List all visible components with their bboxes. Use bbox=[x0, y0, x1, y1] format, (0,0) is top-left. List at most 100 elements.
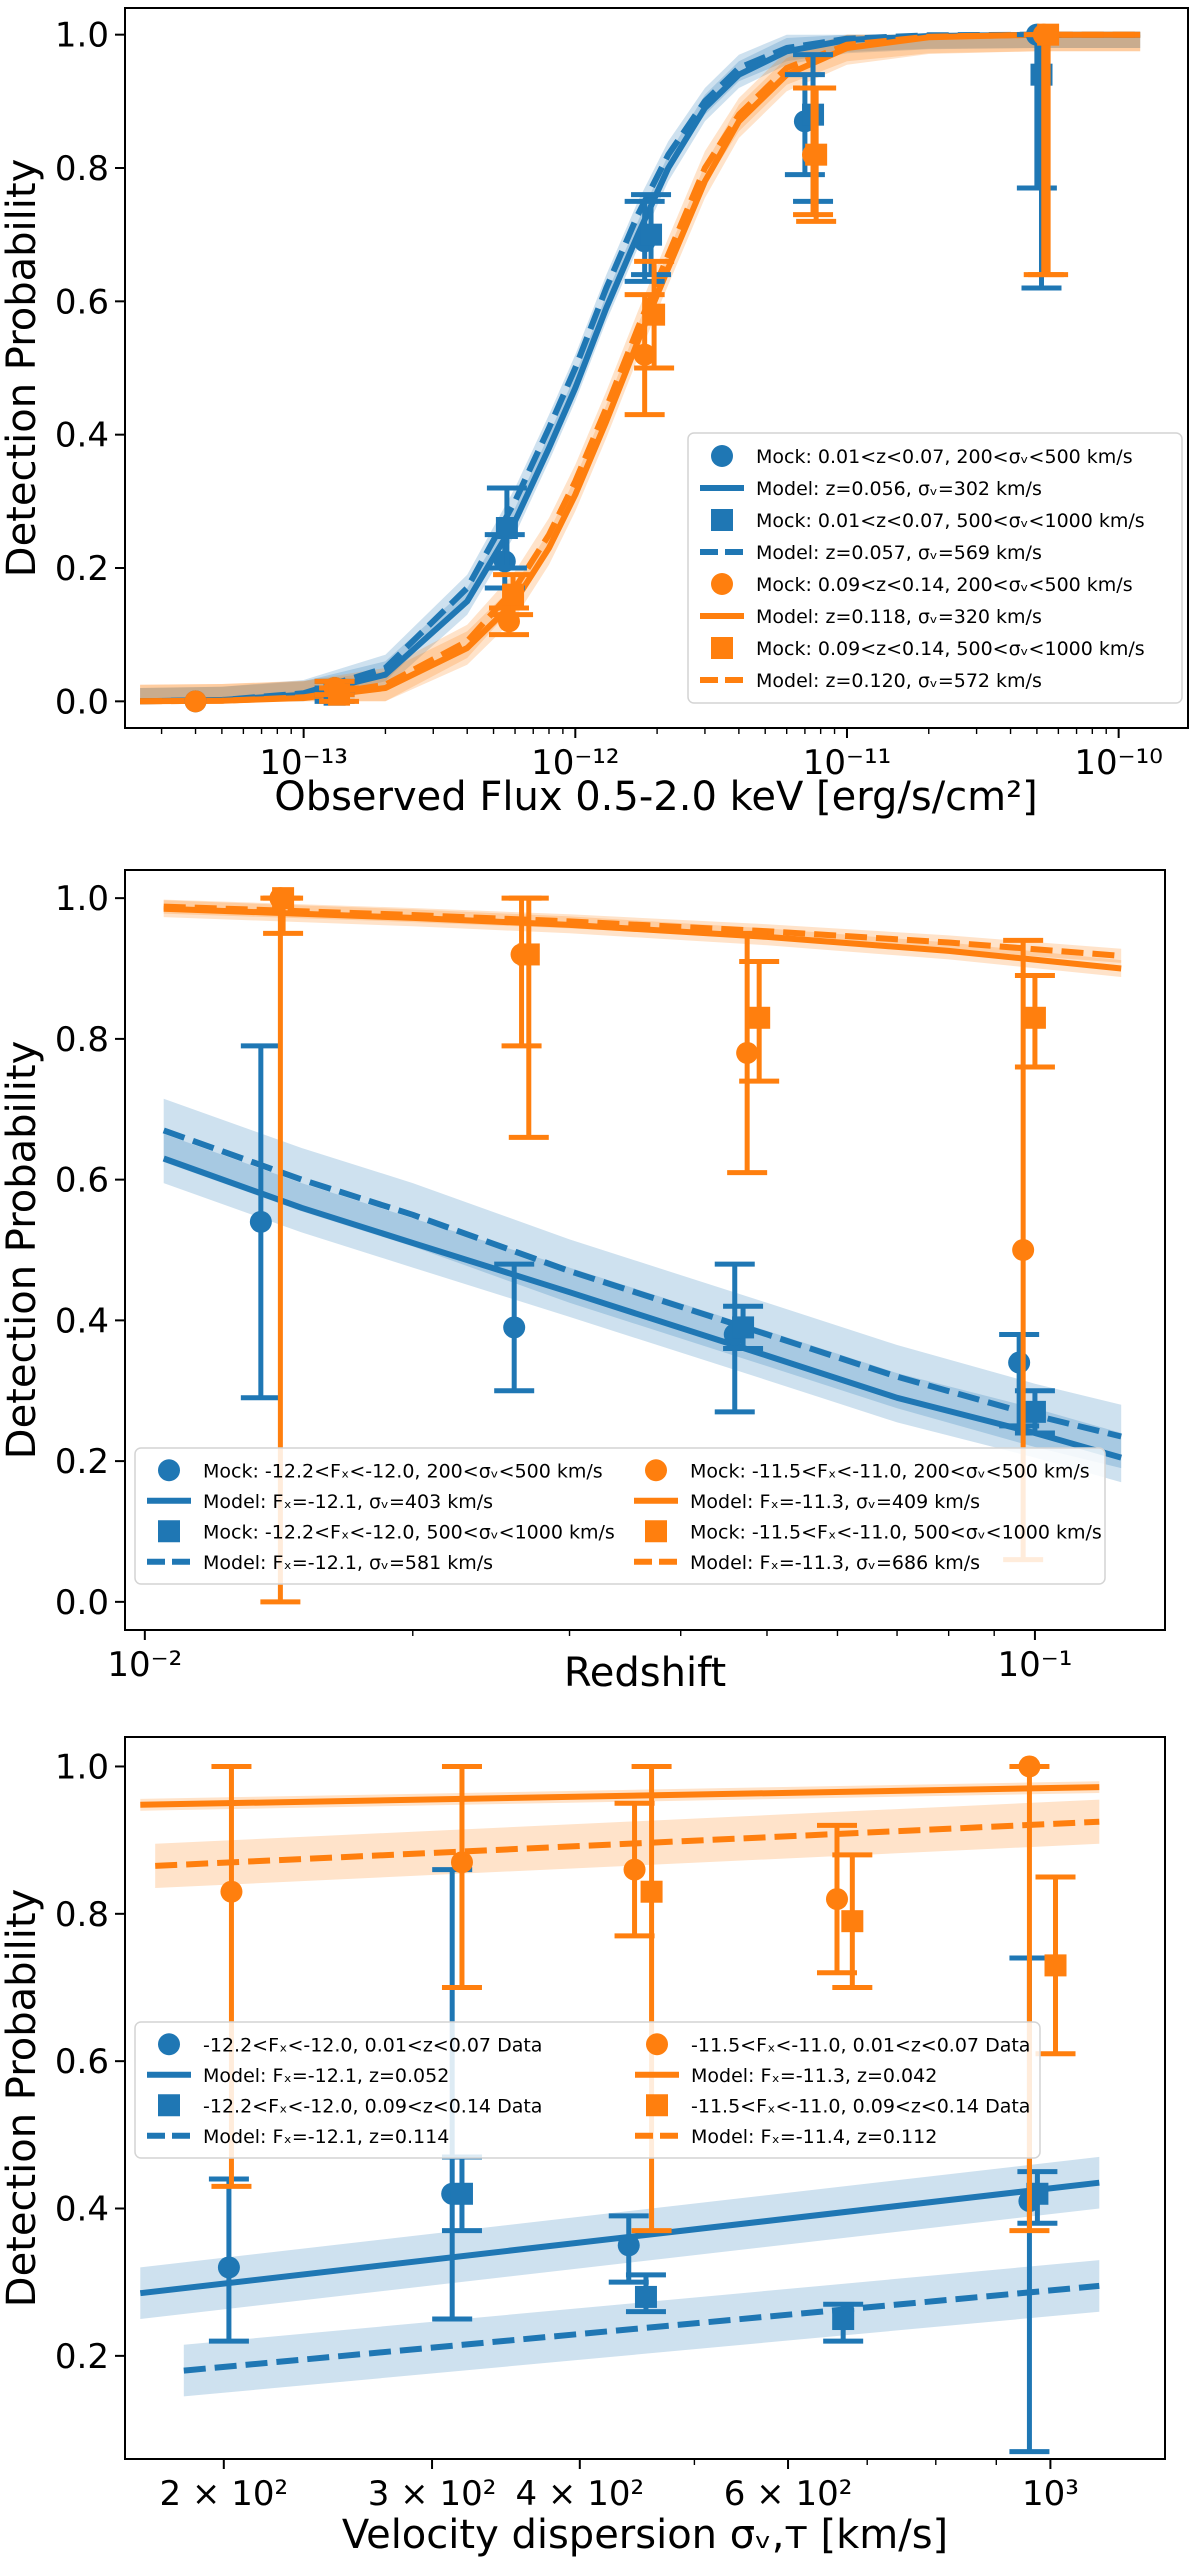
ytick-label-velocity-4: 1.0 bbox=[55, 1747, 109, 1787]
legend-item-flux-4: Mock: 0.09<z<0.14, 200<σᵥ<500 km/s bbox=[711, 573, 1133, 596]
ytick-label-redshift-0: 0.0 bbox=[55, 1583, 109, 1623]
legend-item-redshift-5: Model: Fₓ=-11.3, σᵥ=409 km/s bbox=[634, 1491, 980, 1513]
datapoint-redshift-0-0 bbox=[240, 1043, 281, 1401]
datapoint-redshift-2-0 bbox=[723, 1303, 764, 1352]
legend-label-flux-5: Model: z=0.118, σᵥ=320 km/s bbox=[756, 606, 1042, 628]
legend-velocity: -12.2<Fₓ<-12.0, 0.01<z<0.07 Data Model: F… bbox=[134, 2021, 1041, 2159]
ylabel-velocity: Detection Probability bbox=[0, 1889, 45, 2307]
model-line-velocity-5 bbox=[140, 1784, 1100, 1808]
legend-item-velocity-4: -11.5<Fₓ<-11.0, 0.01<z<0.07 Data bbox=[646, 2033, 1030, 2056]
model-line-redshift-3 bbox=[162, 1127, 1122, 1440]
datapoint-velocity-6-2 bbox=[1035, 1874, 1076, 2057]
legend-label-velocity-5: Model: Fₓ=-11.3, z=0.042 bbox=[691, 2065, 937, 2087]
ytick-label-redshift-1: 0.2 bbox=[55, 1442, 109, 1482]
legend-item-redshift-4: Mock: -11.5<Fₓ<-11.0, 200<σᵥ<500 km/s bbox=[645, 1459, 1090, 1482]
datapoint-flux-6-2 bbox=[634, 258, 675, 371]
legend-label-flux-3: Model: z=0.057, σᵥ=569 km/s bbox=[756, 542, 1042, 564]
ylabel-flux: Detection Probability bbox=[0, 159, 45, 577]
datapoint-velocity-6-1 bbox=[832, 1852, 873, 1990]
xtick-label-velocity-4: 10³ bbox=[1022, 2474, 1079, 2514]
ytick-label-redshift-4: 0.8 bbox=[55, 1020, 109, 1060]
datapoint-velocity-0-2 bbox=[608, 2213, 649, 2285]
xlabel-flux: Observed Flux 0.5-2.0 keV [erg/s/cm²] bbox=[274, 774, 1038, 820]
band-redshift-3 bbox=[163, 1098, 1122, 1469]
legend-item-redshift-6: Mock: -11.5<Fₓ<-11.0, 500<σᵥ<1000 km/s bbox=[645, 1520, 1102, 1543]
legend-item-velocity-6: -11.5<Fₓ<-11.0, 0.09<z<0.14 Data bbox=[646, 2094, 1030, 2117]
datapoint-redshift-6-2 bbox=[739, 958, 780, 1084]
xtick-label-velocity-3: 6 × 10² bbox=[724, 2474, 853, 2514]
axes-frame-velocity bbox=[124, 1736, 1166, 2460]
ticks-velocity: 0.2 0.4 0.6 0.8 1.0 2 × 10² 3 × 10² 4 × 10² 6 × … bbox=[55, 1747, 1079, 2514]
legend-label-velocity-2: -12.2<Fₓ<-12.0, 0.09<z<0.14 Data bbox=[203, 2095, 542, 2117]
model-line-velocity-7 bbox=[155, 1818, 1100, 1869]
panel-redshift: 0.0 0.2 0.4 0.6 0.8 1.0 10⁻² 10⁻¹ Redshift Dete… bbox=[0, 869, 1166, 1696]
legend-box-redshift bbox=[134, 1447, 1106, 1585]
model-line-flux-7 bbox=[140, 31, 1141, 705]
datapoint-flux-4-5 bbox=[1023, 23, 1064, 278]
model-line-redshift-7 bbox=[163, 903, 1122, 959]
xtick-label-redshift-0: 10⁻² bbox=[107, 1645, 182, 1685]
ytick-label-velocity-1: 0.4 bbox=[55, 2190, 109, 2230]
legend-item-redshift-0: Mock: -12.2<Fₓ<-12.0, 200<σᵥ<500 km/s bbox=[158, 1459, 603, 1482]
datapoint-velocity-4-1 bbox=[441, 1763, 482, 1990]
ytick-label-redshift-5: 1.0 bbox=[55, 879, 109, 919]
ytick-label-redshift-2: 0.4 bbox=[55, 1301, 109, 1341]
legend-label-velocity-6: -11.5<Fₓ<-11.0, 0.09<z<0.14 Data bbox=[691, 2095, 1030, 2117]
legend-label-velocity-4: -11.5<Fₓ<-11.0, 0.01<z<0.07 Data bbox=[691, 2034, 1030, 2056]
legend-label-velocity-3: Model: Fₓ=-12.1, z=0.114 bbox=[203, 2126, 449, 2148]
legend-label-flux-0: Mock: 0.01<z<0.07, 200<σᵥ<500 km/s bbox=[756, 446, 1133, 468]
ytick-label-flux-5: 1.0 bbox=[55, 16, 109, 56]
datapoint-velocity-2-1 bbox=[625, 2272, 666, 2315]
legend-item-flux-0: Mock: 0.01<z<0.07, 200<σᵥ<500 km/s bbox=[711, 445, 1133, 468]
legend-item-velocity-1: Model: Fₓ=-12.1, z=0.052 bbox=[147, 2065, 449, 2087]
datapoint-flux-6-3 bbox=[796, 85, 837, 224]
model-line-velocity-1 bbox=[139, 2179, 1100, 2297]
datapoint-velocity-4-2 bbox=[614, 1800, 655, 1939]
xtick-label-flux-0: 10⁻¹³ bbox=[259, 743, 347, 783]
legend-item-flux-5: Model: z=0.118, σᵥ=320 km/s bbox=[700, 606, 1042, 628]
marks-redshift bbox=[162, 887, 1123, 1605]
legend-item-redshift-7: Model: Fₓ=-11.3, σᵥ=686 km/s bbox=[634, 1552, 980, 1574]
xtick-label-flux-2: 10⁻¹¹ bbox=[803, 743, 891, 783]
legend-redshift: Mock: -12.2<Fₓ<-12.0, 200<σᵥ<500 km/s Mod… bbox=[134, 1447, 1106, 1585]
marks-flux bbox=[140, 23, 1141, 713]
ytick-label-flux-3: 0.6 bbox=[55, 282, 109, 322]
legend-box-flux bbox=[687, 432, 1183, 704]
ytick-label-velocity-2: 0.6 bbox=[55, 2042, 109, 2082]
legend-label-redshift-1: Model: Fₓ=-12.1, σᵥ=403 km/s bbox=[203, 1491, 493, 1513]
legend-label-redshift-5: Model: Fₓ=-11.3, σᵥ=409 km/s bbox=[690, 1491, 980, 1513]
datapoint-flux-6-0 bbox=[319, 683, 360, 706]
legend-item-velocity-0: -12.2<Fₓ<-12.0, 0.01<z<0.07 Data bbox=[158, 2033, 542, 2056]
legend-label-flux-7: Model: z=0.120, σᵥ=572 km/s bbox=[756, 670, 1042, 692]
datapoint-flux-6-4 bbox=[1028, 23, 1069, 278]
datapoint-velocity-2-2 bbox=[823, 2301, 864, 2344]
plot-area-redshift bbox=[162, 899, 1123, 1483]
datapoint-velocity-4-3 bbox=[816, 1822, 857, 1976]
legend-label-flux-2: Mock: 0.01<z<0.07, 500<σᵥ<1000 km/s bbox=[756, 510, 1145, 532]
legend-item-flux-2: Mock: 0.01<z<0.07, 500<σᵥ<1000 km/s bbox=[711, 509, 1145, 532]
ytick-label-flux-4: 0.8 bbox=[55, 149, 109, 189]
legend-label-redshift-2: Mock: -12.2<Fₓ<-12.0, 500<σᵥ<1000 km/s bbox=[203, 1521, 615, 1543]
ticks-flux: 0.0 0.2 0.4 0.6 0.8 1.0 10⁻¹³ 10⁻¹² 10⁻¹¹ 10⁻¹⁰ bbox=[55, 16, 1163, 783]
legend-item-redshift-3: Model: Fₓ=-12.1, σᵥ=581 km/s bbox=[147, 1552, 493, 1574]
ytick-label-redshift-3: 0.6 bbox=[55, 1161, 109, 1201]
ytick-label-flux-1: 0.2 bbox=[55, 549, 109, 589]
plot-area-velocity bbox=[139, 1781, 1100, 2397]
legend-label-velocity-1: Model: Fₓ=-12.1, z=0.052 bbox=[203, 2065, 449, 2087]
legend-label-redshift-3: Model: Fₓ=-12.1, σᵥ=581 km/s bbox=[203, 1552, 493, 1574]
legend-flux: Mock: 0.01<z<0.07, 200<σᵥ<500 km/s Model:… bbox=[687, 432, 1183, 704]
legend-label-flux-1: Model: z=0.056, σᵥ=302 km/s bbox=[756, 478, 1042, 500]
ylabel-redshift: Detection Probability bbox=[0, 1041, 45, 1459]
axes-frame-redshift bbox=[124, 869, 1166, 1631]
datapoint-redshift-6-0 bbox=[263, 887, 304, 936]
legend-label-redshift-6: Mock: -11.5<Fₓ<-11.0, 500<σᵥ<1000 km/s bbox=[690, 1521, 1102, 1543]
xtick-label-velocity-1: 3 × 10² bbox=[368, 2474, 497, 2514]
model-line-flux-1 bbox=[140, 31, 1141, 705]
panel-velocity: 0.2 0.4 0.6 0.8 1.0 2 × 10² 3 × 10² 4 × 10² 6 × … bbox=[0, 1736, 1166, 2558]
ytick-label-flux-0: 0.0 bbox=[55, 682, 109, 722]
band-velocity-3 bbox=[183, 2260, 1100, 2397]
datapoint-redshift-6-1 bbox=[508, 895, 549, 1140]
datapoint-velocity-0-0 bbox=[208, 2176, 249, 2344]
xlabel-velocity: Velocity dispersion σᵥ,ᴛ [km/s] bbox=[342, 2512, 948, 2558]
